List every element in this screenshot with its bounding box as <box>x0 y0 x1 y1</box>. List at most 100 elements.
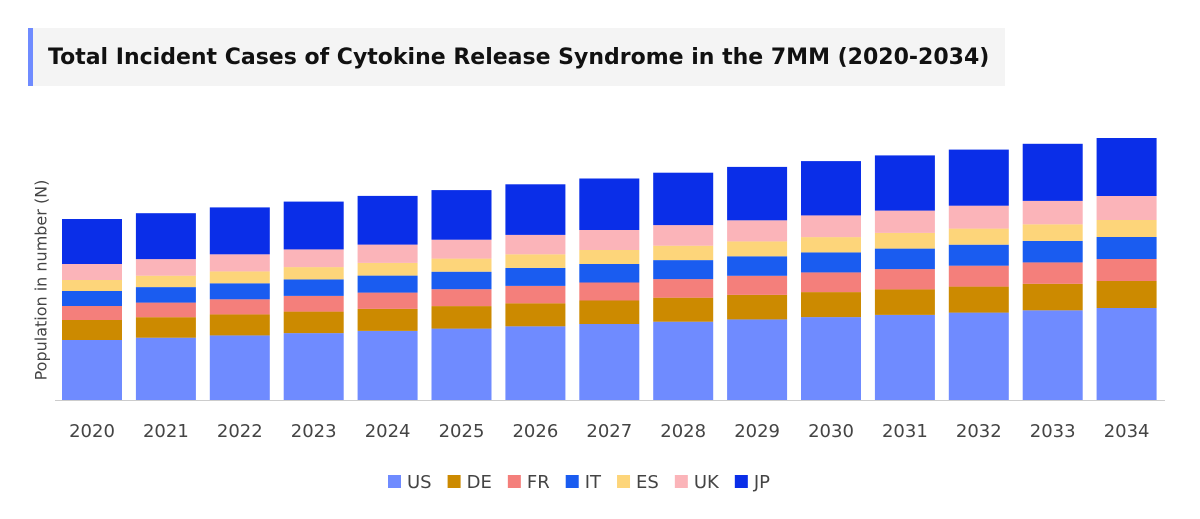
bar-segment <box>357 292 418 309</box>
bar-segment <box>727 241 788 257</box>
bar-segment <box>579 178 640 230</box>
bar-segment <box>283 279 344 296</box>
bar-segment <box>431 289 492 307</box>
bar-segment <box>431 328 492 400</box>
x-tick-label: 2026 <box>512 421 558 442</box>
legend-label: IT <box>585 472 602 493</box>
bar-segment <box>283 295 344 312</box>
bar-segment <box>1022 224 1083 241</box>
bar-segment <box>431 258 492 272</box>
x-tick-label: 2031 <box>882 421 928 442</box>
legend-swatch <box>507 475 521 488</box>
bar-segment <box>209 271 270 284</box>
x-tick-label: 2028 <box>660 421 706 442</box>
bar-segment <box>62 320 122 340</box>
bar-segment <box>579 324 640 400</box>
bar-segment <box>62 340 122 400</box>
bar-segment <box>283 249 344 268</box>
bar-segment <box>62 306 122 320</box>
title-accent <box>28 28 33 86</box>
bar-segment <box>135 287 196 303</box>
bar-segment <box>948 312 1009 400</box>
legend-swatch <box>447 475 461 488</box>
legend-swatch <box>617 475 631 488</box>
x-tick-label: 2021 <box>143 421 189 442</box>
bar-segment <box>62 219 122 264</box>
bar-segment <box>948 286 1009 313</box>
bar-segment <box>653 225 714 246</box>
bar-segment <box>1096 281 1157 308</box>
bar-segment <box>357 308 418 331</box>
legend-label: JP <box>753 472 770 493</box>
bar-segment <box>727 256 788 276</box>
bar-segment <box>1096 259 1157 281</box>
x-tick-label: 2029 <box>734 421 780 442</box>
bar-segment <box>505 254 566 268</box>
bar-segment <box>801 292 861 318</box>
bar-segment <box>653 245 714 261</box>
bar-segment <box>431 271 492 290</box>
bar-segment <box>62 264 122 280</box>
bar-segment <box>948 149 1009 206</box>
bar-segment <box>874 289 935 315</box>
bar-segment <box>1096 138 1157 196</box>
bar-segment <box>209 335 270 400</box>
x-tick-label: 2033 <box>1030 421 1076 442</box>
bar-segment <box>357 262 418 276</box>
bar-segment <box>579 264 640 283</box>
x-tick-label: 2030 <box>808 421 854 442</box>
legend-label: UK <box>694 472 720 493</box>
legend-swatch <box>734 475 748 488</box>
bar-segment <box>505 184 566 235</box>
bar-segment <box>948 265 1009 287</box>
legend-label: ES <box>636 472 659 493</box>
bar-segment <box>283 201 344 250</box>
bar-segment <box>135 213 196 260</box>
bar-segment <box>357 330 418 400</box>
bar-segment <box>505 326 566 400</box>
bar-segment <box>801 272 861 293</box>
bar-segment <box>209 299 270 315</box>
bar-segment <box>874 269 935 290</box>
bar-segment <box>209 254 270 272</box>
legend-swatch <box>388 475 401 488</box>
bar-segment <box>579 230 640 250</box>
bar-segment <box>505 234 566 255</box>
bar-segment <box>1022 310 1083 400</box>
bar-segment <box>209 283 270 300</box>
bar-segment <box>874 155 935 211</box>
x-tick-label: 2027 <box>586 421 632 442</box>
bar-segment <box>62 280 122 291</box>
x-tick-label: 2034 <box>1104 421 1150 442</box>
chart-title: Total Incident Cases of Cytokine Release… <box>48 45 989 70</box>
bar-segment <box>505 285 566 304</box>
bar-segment <box>135 275 196 288</box>
bar-segment <box>801 317 861 400</box>
bar-segment <box>431 190 492 240</box>
bar-segment <box>579 300 640 324</box>
bar-segment <box>357 275 418 293</box>
bar-segment <box>653 297 714 322</box>
bar-segment <box>874 232 935 249</box>
bar-segment <box>727 294 788 320</box>
bar-segment <box>209 314 270 336</box>
bar-segment <box>283 311 344 334</box>
bar-segment <box>727 166 788 221</box>
y-axis-label: Population in number (N) <box>32 180 51 381</box>
bar-segment <box>1096 196 1157 220</box>
bar-segment <box>653 321 714 400</box>
bar-segment <box>653 279 714 298</box>
bar-segment <box>62 291 122 306</box>
bar-segment <box>801 215 861 238</box>
bar-segment <box>283 333 344 400</box>
bar-segment <box>283 267 344 280</box>
bar-segment <box>431 239 492 259</box>
x-tick-label: 2020 <box>69 421 115 442</box>
legend-swatch <box>565 475 579 488</box>
bar-segment <box>357 244 418 263</box>
bar-segment <box>505 303 566 327</box>
bar-segment <box>1022 200 1083 225</box>
bar-segment <box>1022 283 1083 311</box>
bar-segment <box>1096 237 1157 259</box>
